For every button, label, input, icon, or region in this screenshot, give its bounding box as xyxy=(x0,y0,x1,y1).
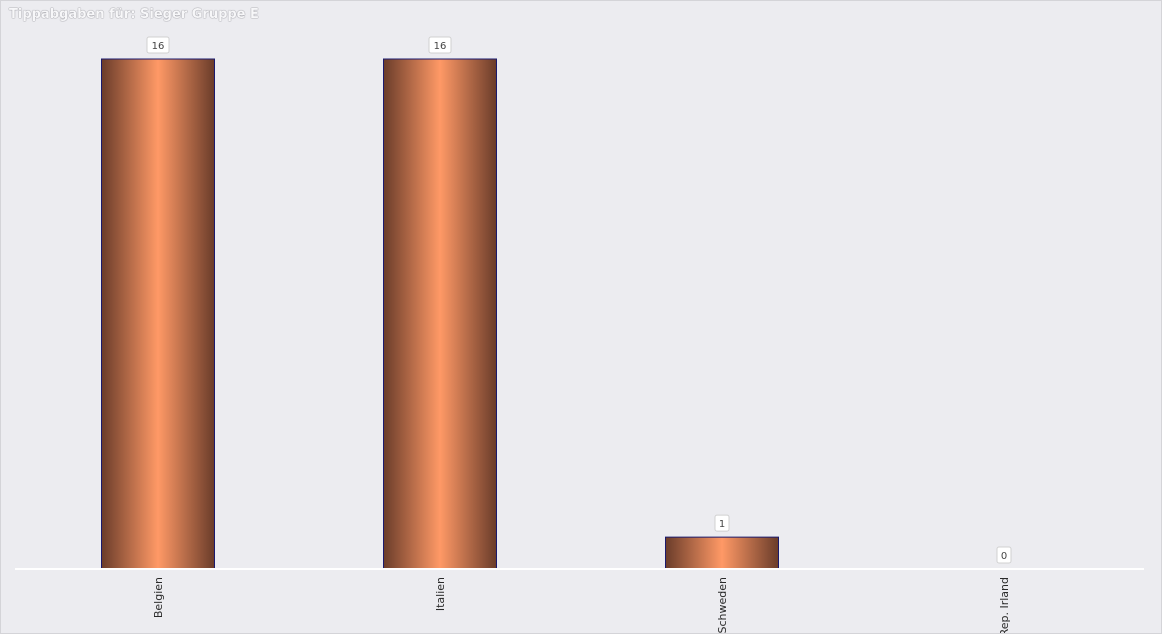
x-tick-label: Belgien xyxy=(152,577,165,618)
data-label-text: 16 xyxy=(434,41,447,52)
x-tick-label: Rep. Irland xyxy=(998,577,1011,633)
data-label-text: 0 xyxy=(1001,551,1007,562)
data-label-text: 16 xyxy=(152,41,165,52)
x-tick-label: Schweden xyxy=(716,577,729,633)
data-label-text: 1 xyxy=(719,519,725,530)
data-label: 0 xyxy=(996,546,1012,564)
data-label: 1 xyxy=(714,514,730,532)
bar-italien xyxy=(383,58,497,570)
data-label: 16 xyxy=(146,36,170,54)
bar-belgien xyxy=(101,58,215,570)
bar-schweden xyxy=(665,536,779,570)
data-label: 16 xyxy=(428,36,452,54)
x-tick-label: Italien xyxy=(434,577,447,611)
chart-title: Tippabgaben für: Sieger Gruppe E xyxy=(9,7,259,22)
